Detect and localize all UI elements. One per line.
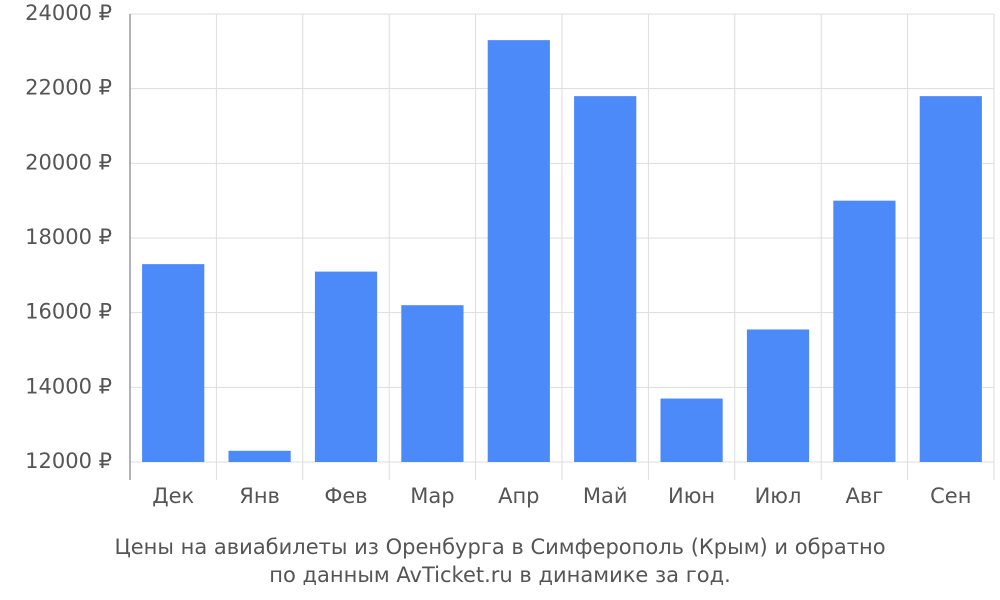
x-tick-label: Фев	[324, 484, 367, 508]
x-tick-label: Июл	[755, 484, 802, 508]
x-tick-label: Сен	[930, 484, 971, 508]
y-tick-label: 18000 ₽	[25, 225, 112, 249]
bar	[142, 264, 205, 462]
bar	[833, 200, 896, 462]
bar	[660, 398, 723, 462]
chart-title: Цены на авиабилеты из Оренбурга в Симфер…	[114, 535, 885, 559]
x-tick-label: Июн	[668, 484, 715, 508]
y-tick-label: 24000 ₽	[25, 1, 112, 25]
y-tick-label: 22000 ₽	[25, 76, 112, 100]
x-tick-label: Мар	[410, 484, 454, 508]
x-tick-label: Дек	[152, 484, 194, 508]
x-tick-label: Май	[583, 484, 628, 508]
x-tick-label: Апр	[498, 484, 539, 508]
bar	[228, 450, 291, 462]
bar	[314, 271, 378, 462]
bar	[401, 305, 464, 462]
chart-title: по данным AvTicket.ru в динамике за год.	[269, 563, 731, 587]
bar	[574, 96, 637, 462]
bar	[746, 329, 810, 462]
x-tick-label: Янв	[239, 484, 280, 508]
x-tick-label: Авг	[846, 484, 884, 508]
y-tick-label: 12000 ₽	[25, 449, 112, 473]
bar	[919, 96, 982, 462]
y-tick-label: 16000 ₽	[25, 300, 112, 324]
y-tick-label: 14000 ₽	[25, 374, 112, 398]
y-tick-label: 20000 ₽	[25, 150, 112, 174]
bar	[487, 40, 550, 463]
